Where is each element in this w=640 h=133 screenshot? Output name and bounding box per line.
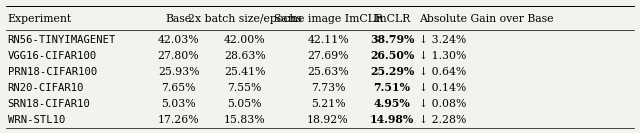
Text: 4.95%: 4.95% (374, 98, 410, 109)
Text: 7.55%: 7.55% (228, 83, 262, 93)
Text: 25.29%: 25.29% (370, 66, 414, 77)
Text: VGG16-CIFAR100: VGG16-CIFAR100 (8, 51, 97, 61)
Text: ↓ 2.28%: ↓ 2.28% (419, 115, 467, 125)
Text: ↓ 0.08%: ↓ 0.08% (419, 99, 467, 109)
Text: Absolute Gain over Base: Absolute Gain over Base (419, 14, 554, 24)
Text: 14.98%: 14.98% (370, 114, 414, 125)
Text: ↓ 3.24%: ↓ 3.24% (419, 35, 467, 45)
Text: 25.41%: 25.41% (224, 67, 266, 77)
Text: 27.69%: 27.69% (307, 51, 349, 61)
Text: 25.63%: 25.63% (307, 67, 349, 77)
Text: RN56-TINYIMAGENET: RN56-TINYIMAGENET (8, 35, 116, 45)
Text: 42.11%: 42.11% (307, 35, 349, 45)
Text: 5.05%: 5.05% (228, 99, 262, 109)
Text: 2x batch size/epochs: 2x batch size/epochs (188, 14, 301, 24)
Text: 42.00%: 42.00% (224, 35, 266, 45)
Text: 7.65%: 7.65% (161, 83, 196, 93)
Text: 25.93%: 25.93% (158, 67, 199, 77)
Text: 17.26%: 17.26% (157, 115, 200, 125)
Text: 18.92%: 18.92% (307, 115, 349, 125)
Text: 7.51%: 7.51% (374, 82, 410, 93)
Text: Same image ImCLR: Same image ImCLR (273, 14, 383, 24)
Text: ↓ 0.14%: ↓ 0.14% (419, 83, 467, 93)
Text: 5.03%: 5.03% (161, 99, 196, 109)
Text: 5.21%: 5.21% (310, 99, 346, 109)
Text: PRN18-CIFAR100: PRN18-CIFAR100 (8, 67, 97, 77)
Text: ↓ 1.30%: ↓ 1.30% (419, 51, 467, 61)
Text: RN20-CIFAR10: RN20-CIFAR10 (8, 83, 84, 93)
Text: 15.83%: 15.83% (224, 115, 266, 125)
Text: 42.03%: 42.03% (157, 35, 200, 45)
Text: Experiment: Experiment (8, 14, 72, 24)
Text: ↓ 0.64%: ↓ 0.64% (419, 67, 467, 77)
Text: Base: Base (166, 14, 191, 24)
Text: WRN-STL10: WRN-STL10 (8, 115, 65, 125)
Text: ImCLR: ImCLR (373, 14, 411, 24)
Text: 7.73%: 7.73% (311, 83, 345, 93)
Text: SRN18-CIFAR10: SRN18-CIFAR10 (8, 99, 90, 109)
Text: 27.80%: 27.80% (157, 51, 200, 61)
Text: 38.79%: 38.79% (370, 34, 414, 45)
Text: 28.63%: 28.63% (224, 51, 266, 61)
Text: 26.50%: 26.50% (370, 50, 414, 61)
